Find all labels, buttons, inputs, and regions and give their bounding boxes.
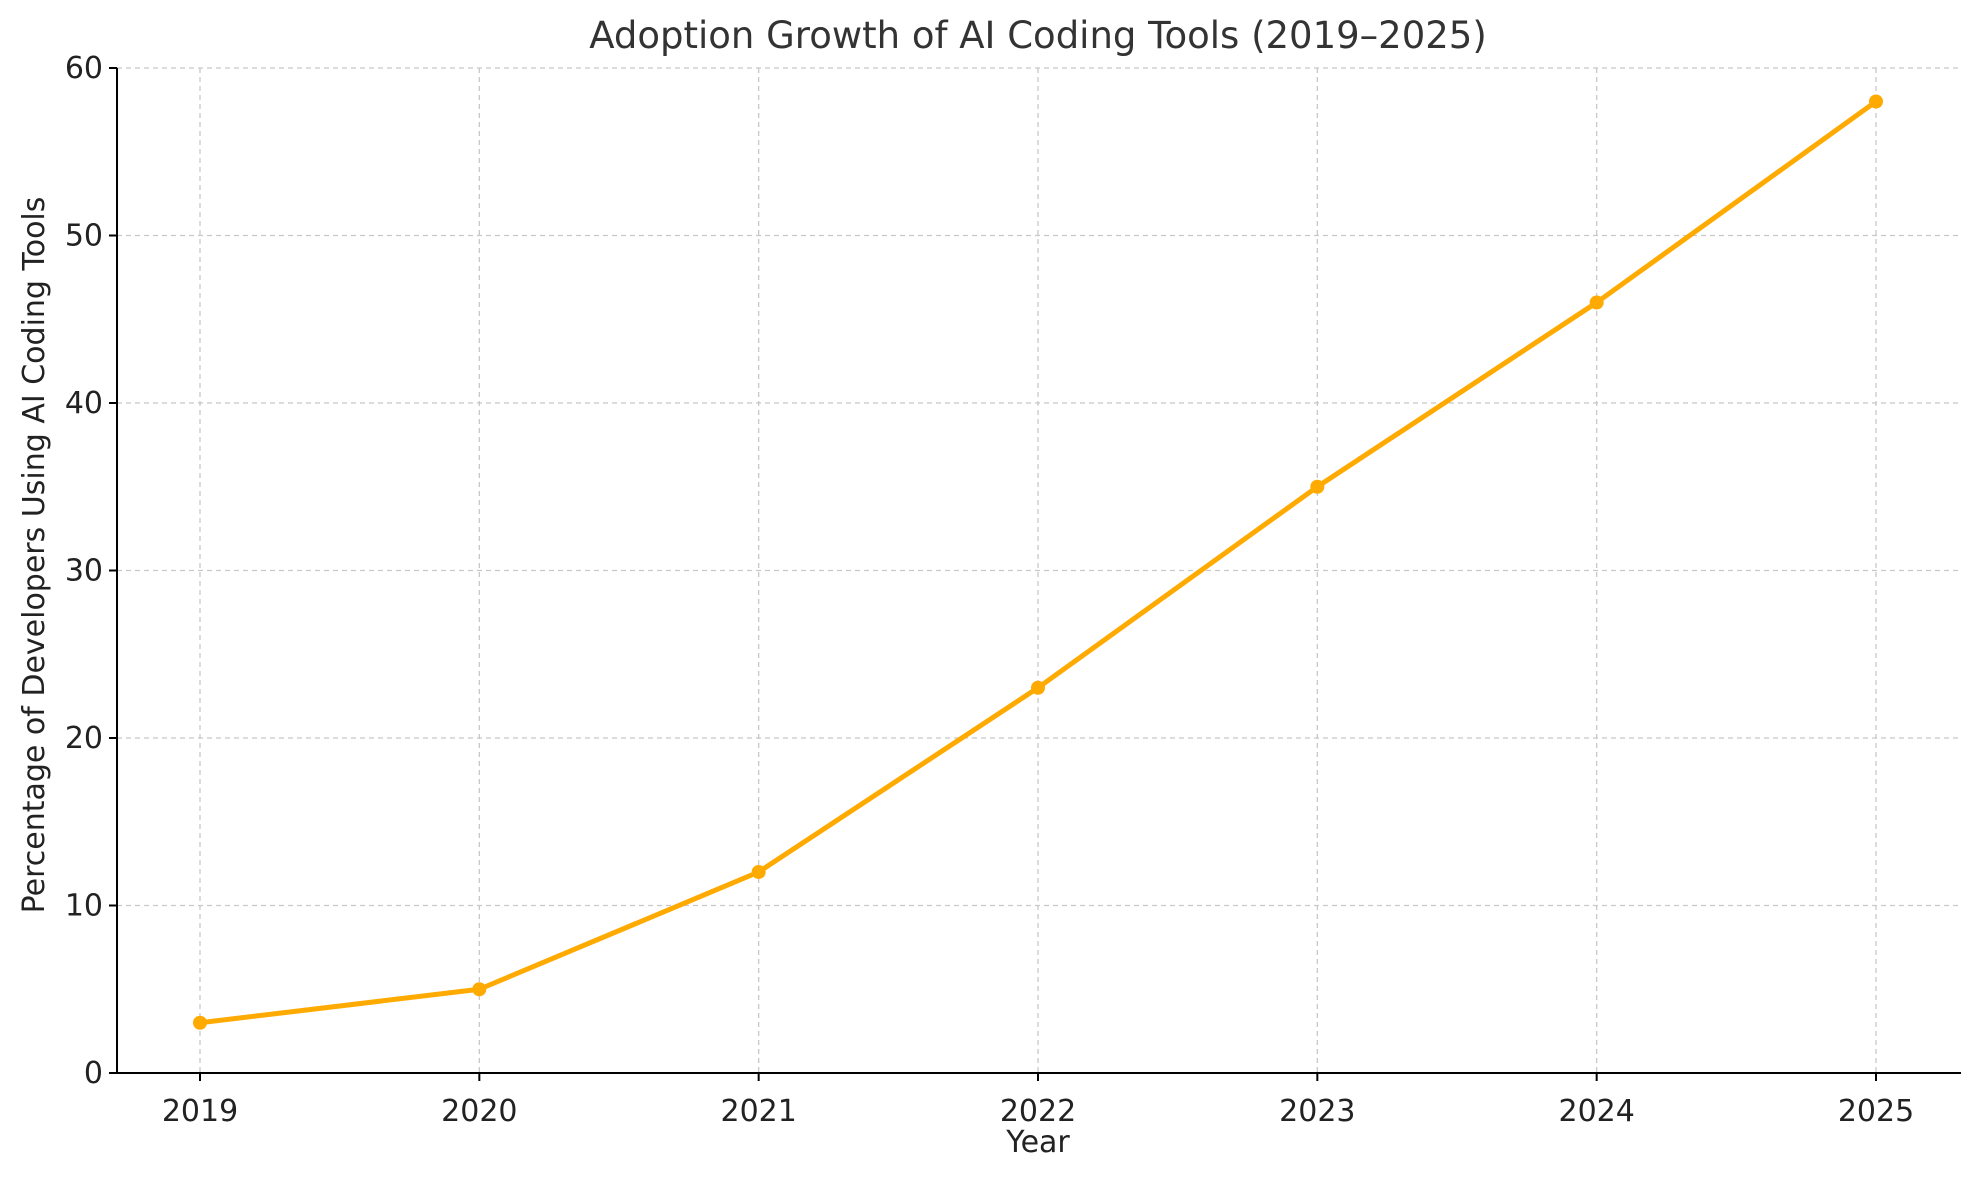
labels: 0 10 20 30 40 50 60 2019 2020 2021 2022 2023 2024 202…	[65, 51, 1914, 1129]
x-tick-label: 2021	[720, 1094, 796, 1129]
x-tick-label: 2022	[1000, 1094, 1076, 1129]
data-point	[1869, 94, 1883, 109]
data-point	[1589, 295, 1604, 310]
y-tick-label: 60	[65, 51, 103, 86]
y-axis-title: Percentage of Developers Using AI Coding…	[17, 197, 52, 914]
chart-title: Adoption Growth of AI Coding Tools (2019…	[589, 14, 1487, 57]
data-point	[193, 1015, 207, 1030]
x-tick-label: 2019	[162, 1094, 238, 1129]
x-tick-label: 2025	[1838, 1094, 1914, 1129]
data-point	[1310, 479, 1325, 494]
y-tick-label: 0	[84, 1056, 103, 1091]
x-tick-label: 2020	[441, 1094, 517, 1129]
y-tick-label: 20	[65, 721, 103, 756]
x-axis-title: Year	[1005, 1125, 1070, 1160]
series	[193, 94, 1883, 1030]
data-point	[472, 982, 487, 997]
y-tick-label: 50	[65, 219, 103, 254]
y-tick-label: 10	[65, 889, 103, 924]
data-point	[1031, 680, 1045, 695]
data-point	[751, 865, 766, 879]
y-tick-label: 40	[65, 386, 103, 421]
x-tick-label: 2024	[1558, 1094, 1634, 1129]
x-tick-label: 2023	[1279, 1094, 1355, 1129]
y-tick-label: 30	[65, 554, 103, 589]
axes	[109, 67, 1961, 1081]
grid	[117, 67, 1961, 1073]
